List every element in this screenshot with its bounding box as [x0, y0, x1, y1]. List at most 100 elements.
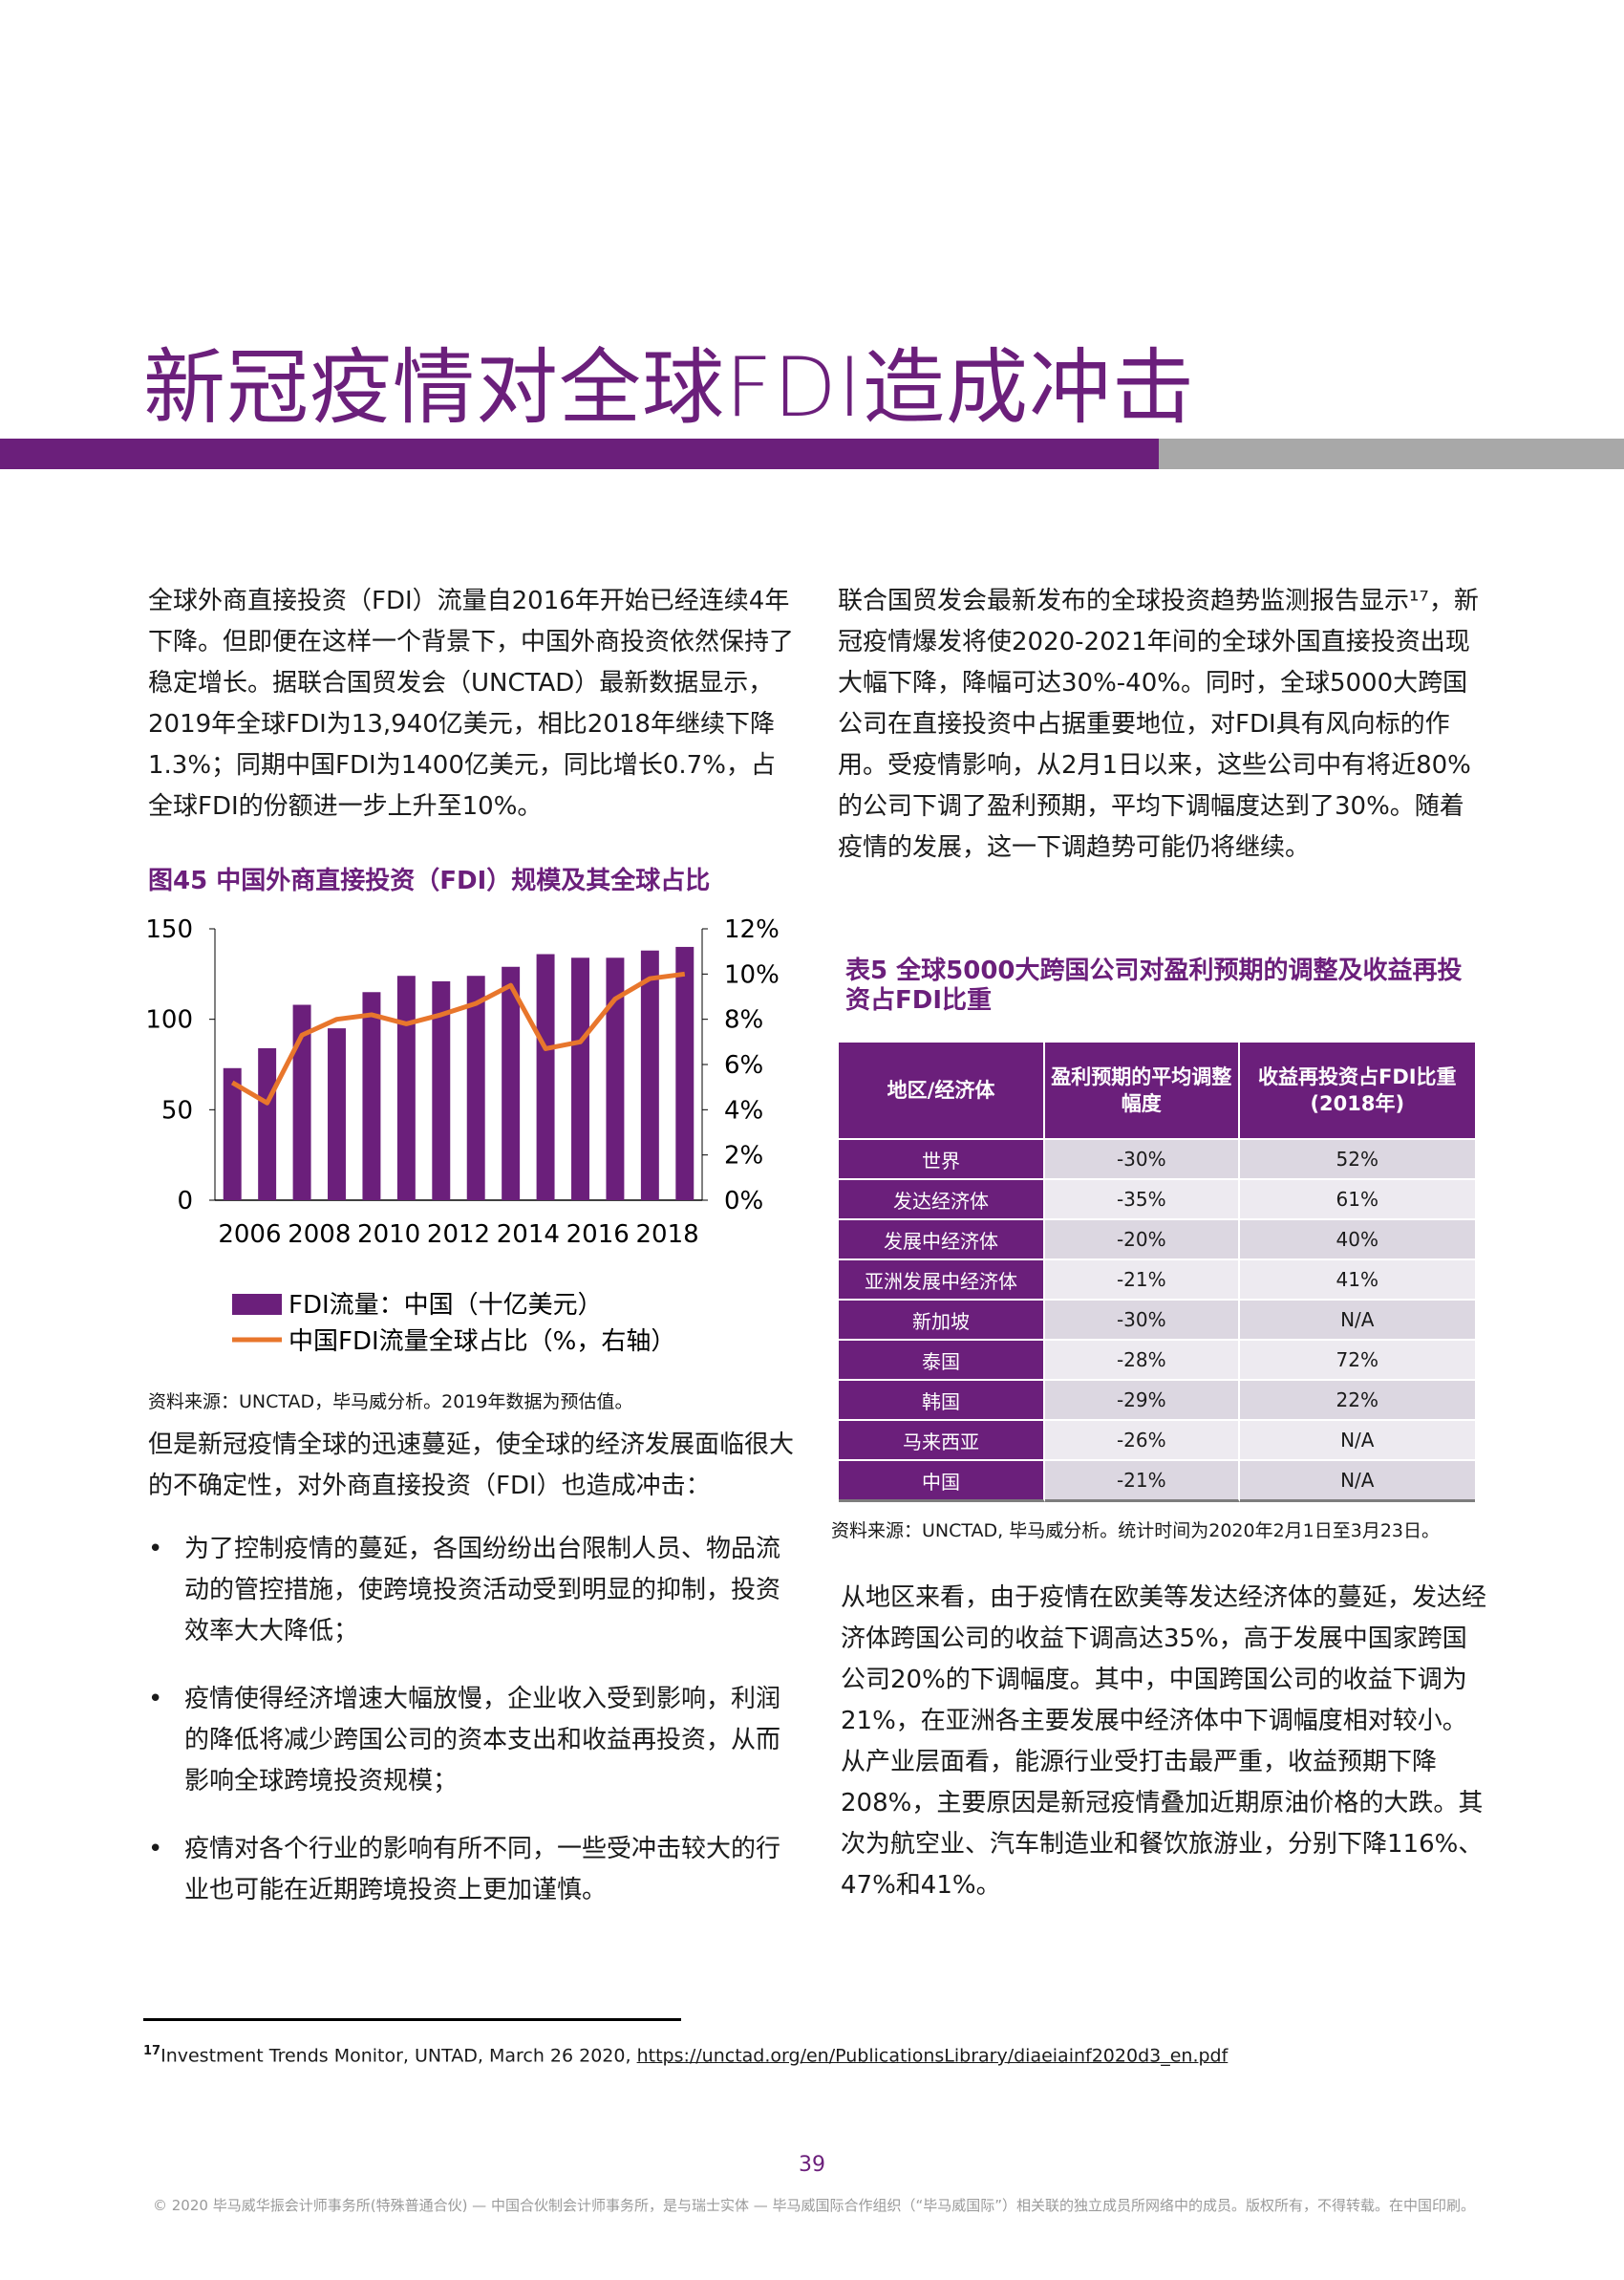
- chart-bars: [223, 946, 694, 1200]
- fdi-bar: [536, 954, 555, 1200]
- legend-label-bar: FDI流量：中国（十亿美元）: [288, 1291, 603, 1320]
- y-left-tick-label: 0: [177, 1187, 193, 1215]
- bullet-dot: •: [148, 1535, 163, 1563]
- table-header-row: 地区/经济体 盈利预期的平均调整幅度 收益再投资占FDI比重(2018年): [839, 1043, 1475, 1138]
- x-tick-label: 2010: [357, 1220, 420, 1249]
- chart-legend: FDI流量：中国（十亿美元） 中国FDI流量全球占比（%，右轴）: [232, 1291, 675, 1356]
- footnote-divider: [143, 2018, 681, 2021]
- y-left-tick-label: 100: [145, 1006, 193, 1035]
- fdi-bar: [502, 966, 521, 1200]
- row-reinvestment: 72%: [1239, 1339, 1475, 1379]
- footnote-text: Investment Trends Monitor, UNTAD, March …: [160, 2045, 631, 2067]
- row-region: 新加坡: [839, 1299, 1046, 1339]
- row-adjustment: -21%: [1045, 1459, 1240, 1502]
- y-left-tick-label: 50: [161, 1096, 193, 1125]
- share-line: [230, 971, 686, 1106]
- page-number: 39: [799, 2153, 825, 2177]
- row-region: 马来西亚: [839, 1419, 1046, 1459]
- footnote-link[interactable]: https://unctad.org/en/PublicationsLibrar…: [636, 2045, 1229, 2067]
- profit-adjustment-table: 地区/经济体 盈利预期的平均调整幅度 收益再投资占FDI比重(2018年) 世界…: [839, 1043, 1475, 1502]
- y-right-tick-label: 4%: [724, 1096, 763, 1125]
- row-adjustment: -30%: [1045, 1138, 1240, 1178]
- row-reinvestment: N/A: [1239, 1419, 1475, 1459]
- copyright-notice: © 2020 毕马威华振会计师事务所(特殊普通合伙) — 中国合伙制会计师事务所…: [153, 2197, 1476, 2214]
- table-source: 资料来源：UNCTAD, 毕马威分析。统计时间为2020年2月1日至3月23日。: [831, 1520, 1441, 1541]
- fdi-bar: [362, 992, 381, 1200]
- row-reinvestment: N/A: [1239, 1299, 1475, 1339]
- impact-bullet-list: • 为了控制疫情的蔓延，各国纷纷出台限制人员、物品流动的管控措施，使跨境投资活动受…: [148, 1529, 798, 1938]
- bullet-item: • 为了控制疫情的蔓延，各国纷纷出台限制人员、物品流动的管控措施，使跨境投资活动受…: [148, 1529, 798, 1652]
- y-right-tick-label: 12%: [724, 915, 780, 944]
- fdi-bar: [258, 1047, 277, 1200]
- table-row: 发展中经济体 -20% 40%: [839, 1218, 1475, 1258]
- legend-swatch-bar: [232, 1294, 282, 1315]
- intro-paragraph: 全球外商直接投资（FDI）流量自2016年开始已经连续4年下降。但即便在这样一个…: [148, 581, 798, 828]
- bullet-text: 疫情对各个行业的影响有所不同，一些受冲击较大的行业也可能在近期跨境投资上更加谨慎…: [184, 1835, 781, 1904]
- chart-axes: [209, 928, 708, 1201]
- fdi-bar: [292, 1004, 311, 1200]
- chart-source: 资料来源：UNCTAD，毕马威分析。2019年数据为预估值。: [148, 1391, 633, 1412]
- bullet-item: • 疫情使得经济增速大幅放慢，企业收入受到影响，利润的降低将减少跨国公司的资本支出…: [148, 1679, 798, 1802]
- y-right-tick-label: 6%: [724, 1051, 763, 1080]
- footnote-number: 17: [143, 2044, 161, 2058]
- x-tick-label: 2018: [635, 1220, 698, 1249]
- unctad-paragraph-text: 联合国贸发会最新发布的全球投资趋势监测报告显示¹⁷，新冠疫情爆发将使2020-2…: [838, 587, 1479, 862]
- fdi-bar: [432, 980, 451, 1200]
- bullet-dot: •: [148, 1685, 163, 1713]
- row-region: 亚洲发展中经济体: [839, 1258, 1046, 1299]
- x-tick-label: 2012: [427, 1220, 490, 1249]
- row-adjustment: -21%: [1045, 1258, 1240, 1299]
- fdi-bar: [640, 950, 659, 1200]
- row-reinvestment: 61%: [1239, 1178, 1475, 1218]
- impact-paragraph-text: 但是新冠疫情全球的迅速蔓延，使全球的经济发展面临很大的不确定性，对外商直接投资（…: [148, 1430, 795, 1500]
- title-bar-gray: [1159, 439, 1624, 469]
- row-adjustment: -28%: [1045, 1339, 1240, 1379]
- y-left-tick-label: 150: [145, 915, 193, 944]
- table-row: 马来西亚 -26% N/A: [839, 1419, 1475, 1459]
- row-reinvestment: 41%: [1239, 1258, 1475, 1299]
- row-region: 泰国: [839, 1339, 1046, 1379]
- table-row: 泰国 -28% 72%: [839, 1339, 1475, 1379]
- row-region: 世界: [839, 1138, 1046, 1178]
- table-row: 中国 -21% N/A: [839, 1459, 1475, 1502]
- table-row: 亚洲发展中经济体 -21% 41%: [839, 1258, 1475, 1299]
- intro-paragraph-text: 全球外商直接投资（FDI）流量自2016年开始已经连续4年下降。但即便在这样一个…: [148, 587, 795, 821]
- table-title: 表5 全球5000大跨国公司对盈利预期的调整及收益再投资占FDI比重: [845, 957, 1463, 1015]
- row-adjustment: -29%: [1045, 1379, 1240, 1419]
- row-adjustment: -35%: [1045, 1178, 1240, 1218]
- fdi-bar: [466, 976, 485, 1200]
- row-region: 发展中经济体: [839, 1218, 1046, 1258]
- table-row: 世界 -30% 52%: [839, 1138, 1475, 1178]
- table-row: 发达经济体 -35% 61%: [839, 1178, 1475, 1218]
- row-region: 韩国: [839, 1379, 1046, 1419]
- legend-label-line: 中国FDI流量全球占比（%，右轴）: [288, 1327, 675, 1356]
- title-bar-purple: [0, 439, 1159, 469]
- table-row: 新加坡 -30% N/A: [839, 1299, 1475, 1339]
- fdi-bar: [606, 957, 625, 1200]
- row-adjustment: -20%: [1045, 1218, 1240, 1258]
- bullet-text: 为了控制疫情的蔓延，各国纷纷出台限制人员、物品流动的管控措施，使跨境投资活动受到…: [184, 1535, 781, 1645]
- row-reinvestment: 52%: [1239, 1138, 1475, 1178]
- regional-paragraph: 从地区来看，由于疫情在欧美等发达经济体的蔓延，发达经济体跨国公司的收益下调高达3…: [841, 1578, 1490, 1906]
- footnote: 17Investment Trends Monitor, UNTAD, Marc…: [143, 2044, 1228, 2066]
- row-adjustment: -26%: [1045, 1419, 1240, 1459]
- bullet-dot: •: [148, 1835, 163, 1863]
- fdi-bar: [223, 1067, 242, 1200]
- row-reinvestment: N/A: [1239, 1459, 1475, 1502]
- x-tick-label: 2014: [497, 1220, 560, 1249]
- x-tick-label: 2008: [288, 1220, 351, 1249]
- y-right-tick-label: 8%: [724, 1006, 763, 1035]
- row-region: 中国: [839, 1459, 1046, 1502]
- bullet-text: 疫情使得经济增速大幅放慢，企业收入受到影响，利润的降低将减少跨国公司的资本支出和…: [184, 1685, 781, 1796]
- impact-paragraph: 但是新冠疫情全球的迅速蔓延，使全球的经济发展面临很大的不确定性，对外商直接投资（…: [148, 1425, 798, 1507]
- y-right-tick-label: 2%: [724, 1142, 763, 1171]
- figure-title: 图45 中国外商直接投资（FDI）规模及其全球占比: [148, 867, 711, 895]
- fdi-bar: [396, 976, 416, 1200]
- table-row: 韩国 -29% 22%: [839, 1379, 1475, 1419]
- regional-paragraph-text: 从地区来看，由于疫情在欧美等发达经济体的蔓延，发达经济体跨国公司的收益下调高达3…: [841, 1583, 1487, 1900]
- fdi-bar: [675, 946, 694, 1200]
- bullet-item: • 疫情对各个行业的影响有所不同，一些受冲击较大的行业也可能在近期跨境投资上更加谨…: [148, 1829, 798, 1911]
- y-right-tick-label: 10%: [724, 960, 780, 989]
- chart-line: [230, 971, 686, 1106]
